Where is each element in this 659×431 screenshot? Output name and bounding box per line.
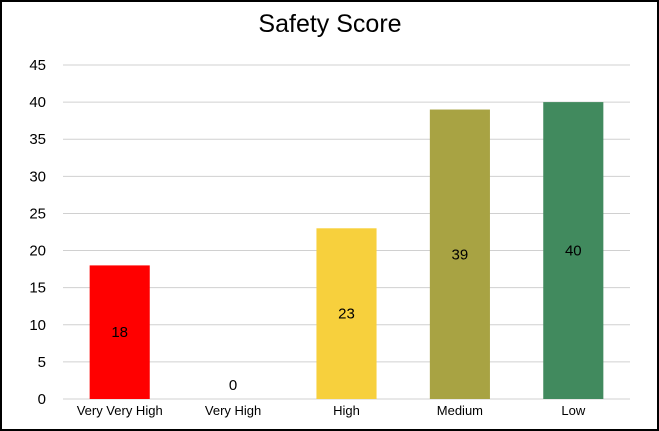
y-tick-label: 10 [29,317,46,334]
y-tick-label: 35 [29,131,46,148]
y-tick-label: 30 [29,168,46,185]
chart-title: Safety Score [258,10,401,38]
y-tick-label: 40 [29,94,46,111]
x-category-label: Medium [437,403,483,418]
data-label: 40 [565,243,582,260]
y-axis-tick-labels: 0 5 10 15 20 25 30 35 40 45 [29,57,46,408]
gridlines [63,64,630,400]
y-tick-label: 25 [29,205,46,222]
x-category-label: High [333,403,360,418]
x-category-label: Very Very High [77,403,163,418]
y-tick-label: 5 [38,354,46,371]
y-tick-label: 0 [38,391,46,408]
data-labels: 18 0 23 39 40 [111,243,581,394]
x-axis-category-labels: Very Very High Very High High Medium Low [77,403,586,418]
x-category-label: Very High [205,403,261,418]
y-tick-label: 45 [29,57,46,74]
bar [89,265,150,399]
data-label: 39 [452,246,469,263]
x-category-label: Low [561,403,585,418]
data-label: 0 [229,377,237,394]
y-tick-label: 15 [29,280,46,297]
data-label: 23 [338,306,355,323]
data-label: 18 [111,324,128,341]
bar [429,109,490,400]
y-tick-label: 20 [29,243,46,260]
bars [89,102,604,400]
bar [316,228,377,399]
bar [543,102,604,399]
